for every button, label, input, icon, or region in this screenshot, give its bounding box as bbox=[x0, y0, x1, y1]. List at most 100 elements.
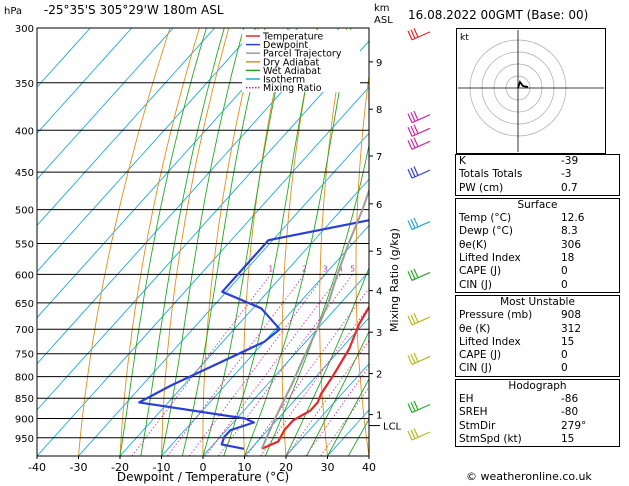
right-axis-label: Mixing Ratio (g/kg) bbox=[388, 228, 401, 332]
index-value: 12.6 bbox=[561, 212, 585, 225]
km-unit: km ASL bbox=[374, 3, 393, 26]
km-tick-label: 7 bbox=[376, 152, 382, 163]
series-temperature bbox=[261, 305, 369, 450]
mixing-ratio-label: 15 bbox=[412, 264, 422, 273]
index-label: θe(K) bbox=[459, 238, 487, 251]
index-row: CAPE (J) 0 bbox=[456, 349, 619, 362]
index-label: K bbox=[459, 155, 466, 167]
wind-barb-flag bbox=[413, 137, 419, 147]
wind-barb-flag bbox=[407, 168, 413, 179]
index-label: CIN (J) bbox=[459, 278, 492, 291]
km-tick-label: 3 bbox=[376, 328, 382, 339]
wind-barb-flag bbox=[407, 220, 413, 230]
isotherm-line bbox=[37, 28, 299, 319]
most-unstable-title: Most Unstable bbox=[500, 295, 575, 308]
footer-credit: © weatheronline.co.uk bbox=[466, 470, 592, 483]
pressure-tick-label: 850 bbox=[15, 394, 34, 405]
indices-hodograph: Hodograph EH -86 SREH -80 StmDir 279° StmSpd (… bbox=[455, 378, 620, 448]
x-tick-label: -20 bbox=[111, 461, 129, 474]
km-tick-label: 2 bbox=[376, 370, 382, 381]
index-value: 0 bbox=[561, 278, 568, 291]
index-label: SREH bbox=[459, 406, 488, 419]
index-value: 312 bbox=[561, 322, 582, 335]
x-axis-label: Dewpoint / Temperature (°C) bbox=[117, 470, 289, 484]
index-row: CIN (J) 0 bbox=[456, 279, 619, 292]
index-label: θe (K) bbox=[459, 322, 491, 335]
wind-barb-flag bbox=[407, 30, 413, 41]
isotherm-line bbox=[285, 363, 369, 456]
datetime-label: 16.08.2022 00GMT (Base: 00) bbox=[408, 8, 589, 22]
legend-entry: Temperature bbox=[262, 32, 323, 43]
index-label: Totals Totals bbox=[459, 168, 523, 181]
wet-adiabat-line bbox=[181, 28, 266, 456]
mixing-ratio-label: 3 bbox=[323, 264, 328, 273]
index-row: CIN (J) 0 bbox=[456, 362, 619, 375]
mixing-ratio-label: 1 bbox=[268, 264, 273, 273]
wind-barbs bbox=[407, 28, 431, 441]
index-value: 15 bbox=[561, 335, 575, 348]
index-label: Lifted Index bbox=[459, 335, 521, 348]
dry-adiabat-line bbox=[78, 28, 171, 456]
pressure-tick-label: 900 bbox=[15, 415, 34, 426]
pressure-tick-label: 750 bbox=[15, 350, 34, 361]
index-label: Lifted Index bbox=[459, 252, 521, 265]
index-row: EH -86 bbox=[456, 393, 619, 406]
legend-entry: Dry Adiabat bbox=[263, 57, 320, 68]
legend-entry: Dewpoint bbox=[263, 40, 308, 51]
wind-barb-flag bbox=[410, 269, 416, 280]
mixing-ratio-label: 8 bbox=[377, 264, 382, 273]
index-value: 0 bbox=[561, 265, 568, 278]
index-label: Temp (°C) bbox=[459, 212, 512, 225]
index-value: 0 bbox=[561, 349, 568, 362]
index-label: StmDir bbox=[459, 419, 496, 432]
series-parcel-trajectory bbox=[260, 187, 369, 450]
wind-barb-flag bbox=[413, 268, 419, 279]
wet-adiabat-line bbox=[161, 28, 245, 456]
index-value: 306 bbox=[561, 238, 582, 251]
hodograph-trace bbox=[517, 80, 529, 89]
legend-background bbox=[242, 30, 360, 92]
mixing-ratio-label: 5 bbox=[350, 264, 355, 273]
isotherm-line bbox=[37, 28, 91, 88]
location-label: -25°35'S 305°29'W 180m ASL bbox=[43, 3, 224, 17]
index-label: CAPE (J) bbox=[459, 265, 502, 278]
wet-adiabat-line bbox=[306, 330, 369, 456]
indices-surface: Surface Temp (°C) 12.6 Dewp (°C) 8.3 θe(K) 30… bbox=[455, 197, 620, 293]
wind-barb-flag bbox=[410, 167, 416, 178]
x-tick-label: 0 bbox=[200, 461, 207, 474]
pressure-tick-label: 700 bbox=[15, 325, 34, 336]
index-row: Temp (°C) 12.6 bbox=[456, 212, 619, 225]
indices-panel: K -39 Totals Totals -3 PW (cm) 0.7 Surface Te… bbox=[455, 154, 620, 466]
indices-top: K -39 Totals Totals -3 PW (cm) 0.7 bbox=[455, 154, 620, 196]
index-value: 8.3 bbox=[561, 225, 578, 238]
wind-barb-flag bbox=[407, 355, 413, 365]
km-tick-label: 1 bbox=[376, 411, 382, 422]
wind-barb-flag bbox=[410, 401, 416, 412]
wind-barb-flag bbox=[413, 124, 419, 134]
legend-entry: Parcel Trajectory bbox=[263, 49, 342, 60]
wind-barb-flag bbox=[413, 110, 419, 121]
index-value: -80 bbox=[561, 406, 579, 419]
wind-barb-flag bbox=[413, 28, 419, 38]
pressure-tick-label: 500 bbox=[15, 206, 34, 217]
index-row: θe (K) 312 bbox=[456, 323, 619, 336]
index-value: 0.7 bbox=[561, 181, 578, 194]
mixing-ratio-label: 4 bbox=[338, 264, 343, 273]
pressure-tick-label: 950 bbox=[15, 434, 34, 445]
mixing-ratio-label: 25 bbox=[444, 264, 454, 273]
index-value: 279° bbox=[561, 419, 587, 432]
index-label: Pressure (mb) bbox=[459, 309, 533, 322]
km-tick-label: 8 bbox=[376, 105, 382, 116]
km-tick-label: 5 bbox=[376, 247, 382, 258]
pressure-tick-label: 400 bbox=[15, 126, 34, 137]
index-row: CAPE (J) 0 bbox=[456, 265, 619, 278]
series-dewpoint bbox=[138, 219, 369, 450]
index-row: Totals Totals -3 bbox=[456, 168, 619, 181]
hodograph-title: Hodograph bbox=[508, 379, 567, 392]
index-value: 0 bbox=[561, 362, 568, 375]
index-value: 15 bbox=[561, 432, 575, 445]
mixing-ratio-line bbox=[205, 274, 341, 456]
x-tick-label: 40 bbox=[362, 461, 376, 474]
lcl-label: LCL bbox=[383, 422, 402, 433]
